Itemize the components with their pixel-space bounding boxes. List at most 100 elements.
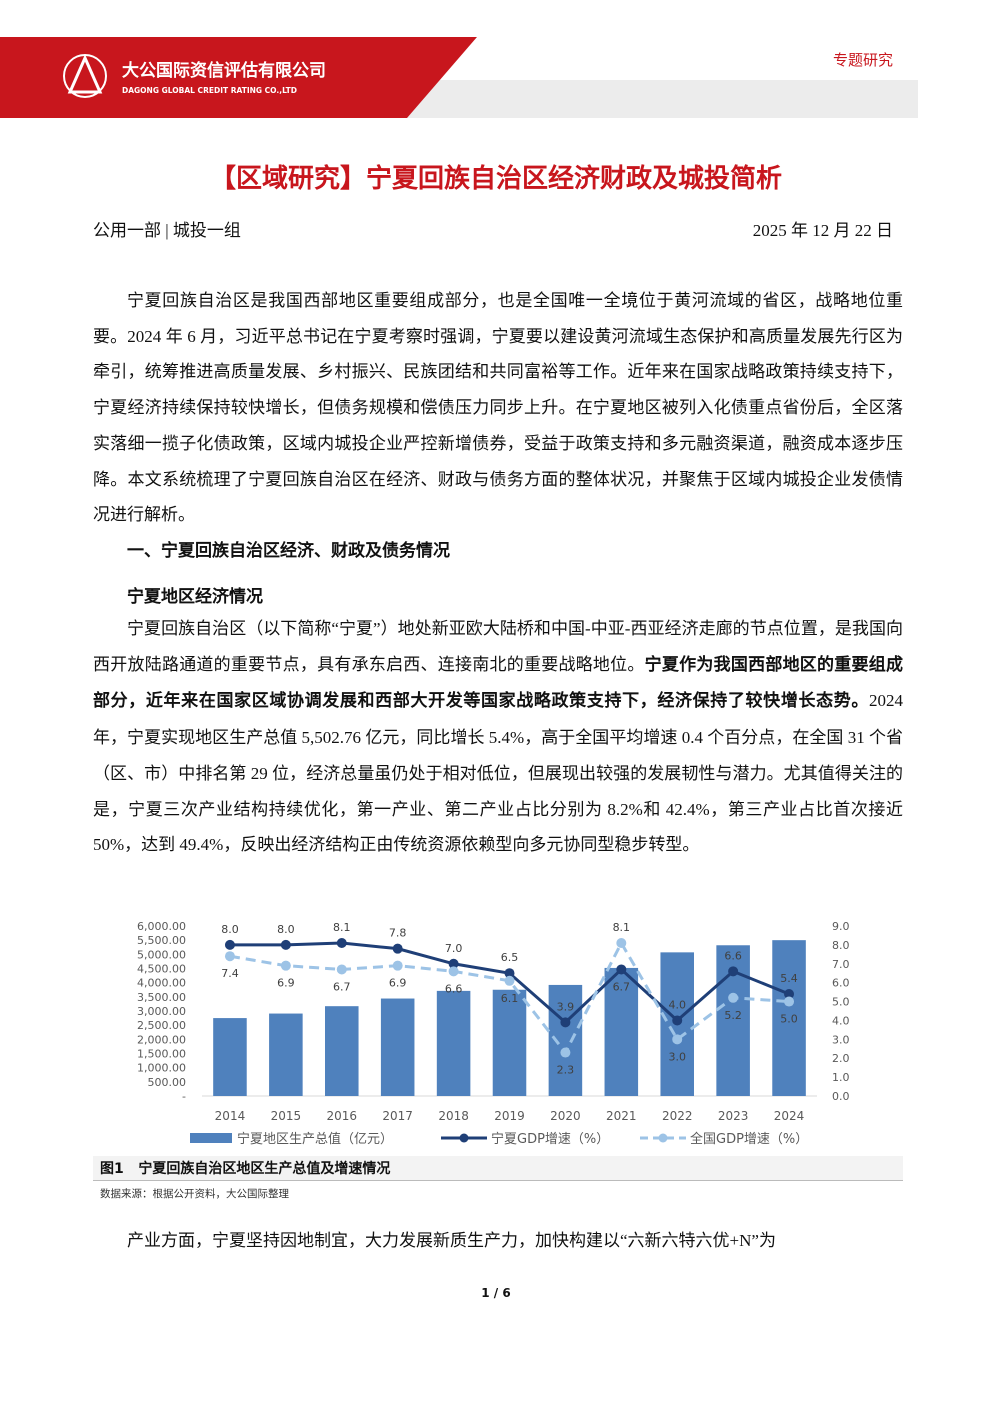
data-label: 6.7 — [333, 980, 351, 993]
y-tick-label: 4,000.00 — [137, 977, 186, 990]
legend-swatch — [190, 1133, 232, 1143]
x-tick-label: 2014 — [215, 1109, 246, 1123]
y-tick-label: 2,500.00 — [137, 1019, 186, 1032]
data-label: 2.3 — [557, 1064, 575, 1077]
line-marker — [392, 943, 403, 954]
red-band — [0, 37, 477, 118]
line-marker — [784, 996, 795, 1007]
legend-label: 宁夏地区生产总值（亿元） — [237, 1131, 393, 1147]
bar — [269, 1013, 303, 1096]
x-tick-label: 2024 — [774, 1109, 805, 1123]
line-marker — [336, 938, 347, 948]
data-label: 8.0 — [277, 923, 295, 936]
y2-tick-label: 7.0 — [832, 958, 850, 971]
data-label: 8.1 — [613, 921, 631, 934]
data-label: 6.9 — [277, 977, 295, 990]
line-marker — [336, 964, 347, 975]
line-marker — [392, 960, 403, 971]
line-marker — [448, 966, 459, 977]
text: 2024 年，宁夏实现地区生产总值 5,502.76 亿元，同比增长 5.4%，… — [93, 691, 903, 855]
x-tick-label: 2018 — [438, 1109, 469, 1123]
legend-marker — [459, 1133, 469, 1143]
line-marker — [728, 966, 739, 977]
bar — [492, 989, 527, 1096]
header-banner: 大公国际资信评估有限公司 DAGONG GLOBAL CREDIT RATING… — [0, 37, 918, 118]
y2-tick-label: 3.0 — [832, 1033, 850, 1046]
bold-text: 宁夏作为我国西部地区的重要组成部分，近年来在国家区域协调发展和西部大开发等国家战… — [93, 654, 904, 712]
line-marker — [672, 1034, 683, 1045]
bar — [436, 990, 471, 1096]
legend-label: 全国GDP增速（%） — [690, 1131, 808, 1147]
date: 2025 年 12 月 22 日 — [752, 221, 893, 240]
data-label: 7.8 — [389, 927, 407, 940]
closing-paragraph: 产业方面，宁夏坚持因地制宜，大力发展新质生产力，加快构建以“六新六特六优+N”为 — [127, 1231, 776, 1250]
company-en: DAGONG GLOBAL CREDIT RATING CO.,LTD — [122, 86, 297, 95]
title: 【区域研究】宁夏回族自治区经济财政及城投简析 — [209, 164, 782, 194]
y-tick-label: - — [182, 1090, 186, 1103]
y2-tick-label: 6.0 — [832, 977, 850, 990]
y-tick-label: 3,000.00 — [137, 1005, 186, 1018]
y-tick-label: 5,000.00 — [137, 948, 186, 961]
data-label: 5.4 — [780, 972, 798, 985]
y-tick-label: 3,500.00 — [137, 991, 186, 1004]
y-tick-label: 1,500.00 — [137, 1048, 186, 1061]
bar — [772, 940, 806, 1096]
line-marker — [280, 939, 291, 950]
y-tick-label: 5,500.00 — [137, 934, 186, 947]
data-label: 6.6 — [445, 982, 463, 995]
line-marker — [616, 964, 627, 975]
data-label: 6.9 — [389, 977, 407, 990]
x-tick-label: 2021 — [606, 1109, 637, 1123]
line-marker — [224, 951, 235, 962]
x-tick-label: 2017 — [382, 1109, 413, 1123]
y-tick-label: 500.00 — [148, 1076, 187, 1089]
section-heading: 一、宁夏回族自治区经济、财政及债务情况 — [127, 541, 450, 561]
line-marker — [560, 1047, 571, 1058]
y2-tick-label: 5.0 — [832, 996, 850, 1009]
legend-label: 宁夏GDP增速（%） — [491, 1131, 609, 1147]
department: 公用一部 | 城投一组 — [93, 221, 241, 240]
data-label: 5.0 — [780, 1013, 798, 1026]
line-marker — [784, 989, 795, 999]
line-marker — [504, 968, 515, 979]
gray-band — [405, 80, 918, 118]
x-tick-label: 2023 — [718, 1109, 749, 1123]
line-marker — [224, 939, 235, 950]
data-label: 6.5 — [501, 951, 519, 964]
y-tick-label: 2,000.00 — [137, 1033, 186, 1046]
x-tick-label: 2016 — [326, 1109, 357, 1123]
subheading: 宁夏地区经济情况 — [127, 587, 263, 607]
intro-paragraph: 宁夏回族自治区是我国西部地区重要组成部分，也是全国唯一全境位于黄河流域的省区，战… — [93, 291, 903, 525]
data-label: 5.2 — [724, 1009, 742, 1022]
y2-tick-label: 9.0 — [832, 920, 850, 933]
bar — [380, 998, 415, 1096]
x-tick-label: 2015 — [271, 1109, 302, 1123]
data-label: 6.6 — [724, 949, 742, 962]
economy-paragraph: 宁夏回族自治区（以下简称“宁夏”）地处新亚欧大陆桥和中国-中亚-西亚经济走廊的节… — [93, 611, 903, 863]
y2-tick-label: 4.0 — [832, 1014, 850, 1027]
data-label: 3.0 — [668, 1050, 686, 1063]
data-label: 8.1 — [333, 921, 351, 934]
data-label: 7.0 — [445, 942, 463, 955]
y-tick-label: 6,000.00 — [137, 920, 186, 933]
bar — [213, 1018, 247, 1096]
data-label: 6.1 — [501, 992, 519, 1005]
text: 宁夏回族自治区（以下简称“宁夏”）地处新亚欧大陆桥和中国-中亚-西亚经济走廊的节… — [93, 619, 903, 674]
line-marker — [280, 960, 291, 971]
y2-tick-label: 0.0 — [832, 1090, 850, 1103]
figure-source: 数据来源：根据公开资料，大公国际整理 — [100, 1188, 289, 1200]
y-tick-label: 1,000.00 — [137, 1062, 186, 1075]
bar — [325, 1006, 359, 1096]
y2-tick-label: 8.0 — [832, 939, 850, 952]
line-marker — [672, 1015, 683, 1026]
line-marker — [616, 938, 627, 948]
data-label: 6.7 — [613, 980, 631, 993]
bar — [604, 967, 639, 1096]
y2-tick-label: 1.0 — [832, 1071, 850, 1084]
line-marker — [560, 1017, 571, 1028]
line-marker — [728, 992, 739, 1003]
data-label: 8.0 — [221, 923, 239, 936]
data-label: 4.0 — [668, 998, 686, 1011]
x-tick-label: 2022 — [662, 1109, 693, 1123]
